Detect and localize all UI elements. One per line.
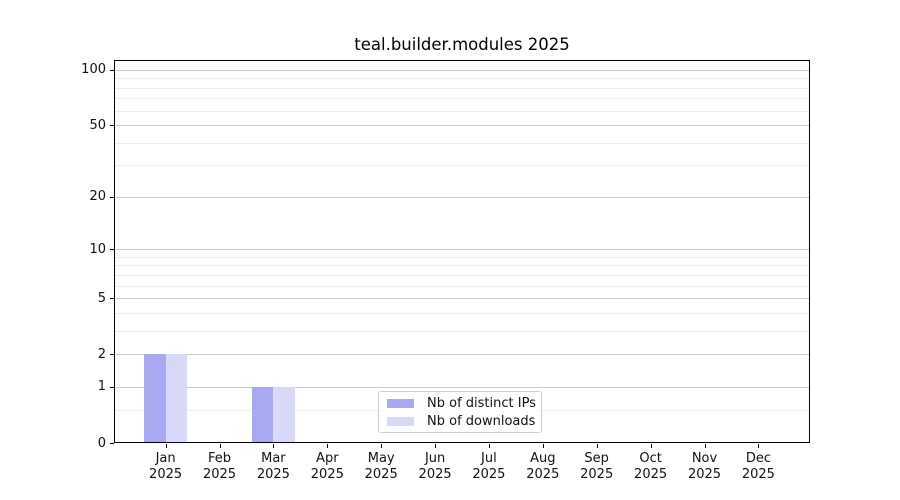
x-axis-tick-label: Apr 2025 (310, 451, 344, 482)
x-axis-tick-label: Dec 2025 (741, 451, 775, 482)
x-axis-tick (381, 444, 383, 448)
legend: Nb of distinct IPs Nb of downloads (378, 391, 542, 433)
y-axis-tick-label: 10 (89, 241, 106, 257)
x-axis-tick (704, 444, 706, 448)
x-axis-tick-label: Mar 2025 (256, 451, 290, 482)
y-axis-tick (110, 443, 114, 444)
x-axis-tick-label: Nov 2025 (687, 451, 722, 482)
gridline-minor (114, 265, 810, 267)
gridline-minor (114, 285, 810, 287)
legend-swatch-distinct-ips (387, 398, 414, 408)
plot-area (114, 60, 810, 443)
legend-swatch-downloads (387, 416, 414, 426)
bar-downloads (165, 354, 188, 443)
y-axis-tick (110, 298, 114, 300)
x-axis-tick (435, 444, 437, 448)
bar-distinct-ips (144, 354, 166, 443)
gridline-minor (114, 142, 810, 144)
gridline-minor (114, 312, 810, 314)
bar-distinct-ips (251, 386, 274, 443)
x-axis-tick (542, 444, 544, 448)
x-axis-tick (488, 444, 490, 448)
x-axis-tick (219, 444, 221, 448)
gridline-minor (114, 110, 810, 112)
y-axis-tick (110, 125, 114, 126)
y-axis-tick (110, 249, 114, 251)
gridline-major (114, 386, 810, 388)
x-axis-tick (327, 444, 329, 448)
x-axis-tick-label: Aug 2025 (526, 451, 560, 482)
x-axis-tick-label: Jul 2025 (472, 451, 506, 482)
x-axis-tick-label: Oct 2025 (634, 451, 668, 482)
y-axis-tick-label: 2 (97, 346, 106, 362)
legend-item-downloads: Nb of downloads (379, 413, 541, 430)
gridline-minor (114, 330, 810, 332)
gridline-minor (114, 98, 810, 100)
gridline-major (114, 69, 810, 71)
gridline-major (114, 298, 810, 300)
x-axis-tick (758, 444, 760, 448)
y-axis-tick-label: 0 (97, 435, 106, 451)
legend-item-distinct-ips: Nb of distinct IPs (379, 395, 541, 412)
y-axis-tick (110, 386, 114, 388)
x-axis-tick-label: Sep 2025 (580, 451, 614, 482)
x-axis-tick-label: Jan 2025 (149, 451, 183, 482)
gridline-minor (114, 87, 810, 89)
gridline-minor (114, 165, 810, 167)
x-axis-tick (273, 444, 275, 448)
chart-title: teal.builder.modules 2025 (354, 35, 570, 54)
y-axis-tick (110, 196, 114, 198)
y-axis-tick (110, 69, 114, 71)
y-axis-tick-label: 5 (97, 290, 106, 306)
y-axis-tick-label: 100 (81, 62, 106, 78)
x-axis-tick (596, 444, 598, 448)
x-axis-tick-label: Jun 2025 (418, 451, 452, 482)
x-axis-tick-label: Feb 2025 (202, 451, 237, 482)
x-axis-tick-label: May 2025 (364, 451, 398, 482)
x-axis-tick (165, 444, 167, 448)
x-axis-tick (650, 444, 652, 448)
y-axis-tick-label: 1 (97, 379, 106, 395)
y-axis-tick (110, 354, 114, 356)
y-axis-tick-label: 20 (89, 189, 106, 205)
gridline-minor (114, 274, 810, 276)
bar-downloads (273, 386, 295, 443)
gridline-minor (114, 256, 810, 258)
gridline-major (114, 354, 810, 356)
legend-label-distinct-ips: Nb of distinct IPs (427, 395, 536, 411)
gridline-major (114, 196, 810, 198)
legend-label-downloads: Nb of downloads (427, 413, 536, 429)
gridline-major (114, 125, 810, 126)
y-axis-tick-label: 50 (89, 117, 106, 133)
gridline-major (114, 249, 810, 251)
gridline-minor (114, 78, 810, 80)
